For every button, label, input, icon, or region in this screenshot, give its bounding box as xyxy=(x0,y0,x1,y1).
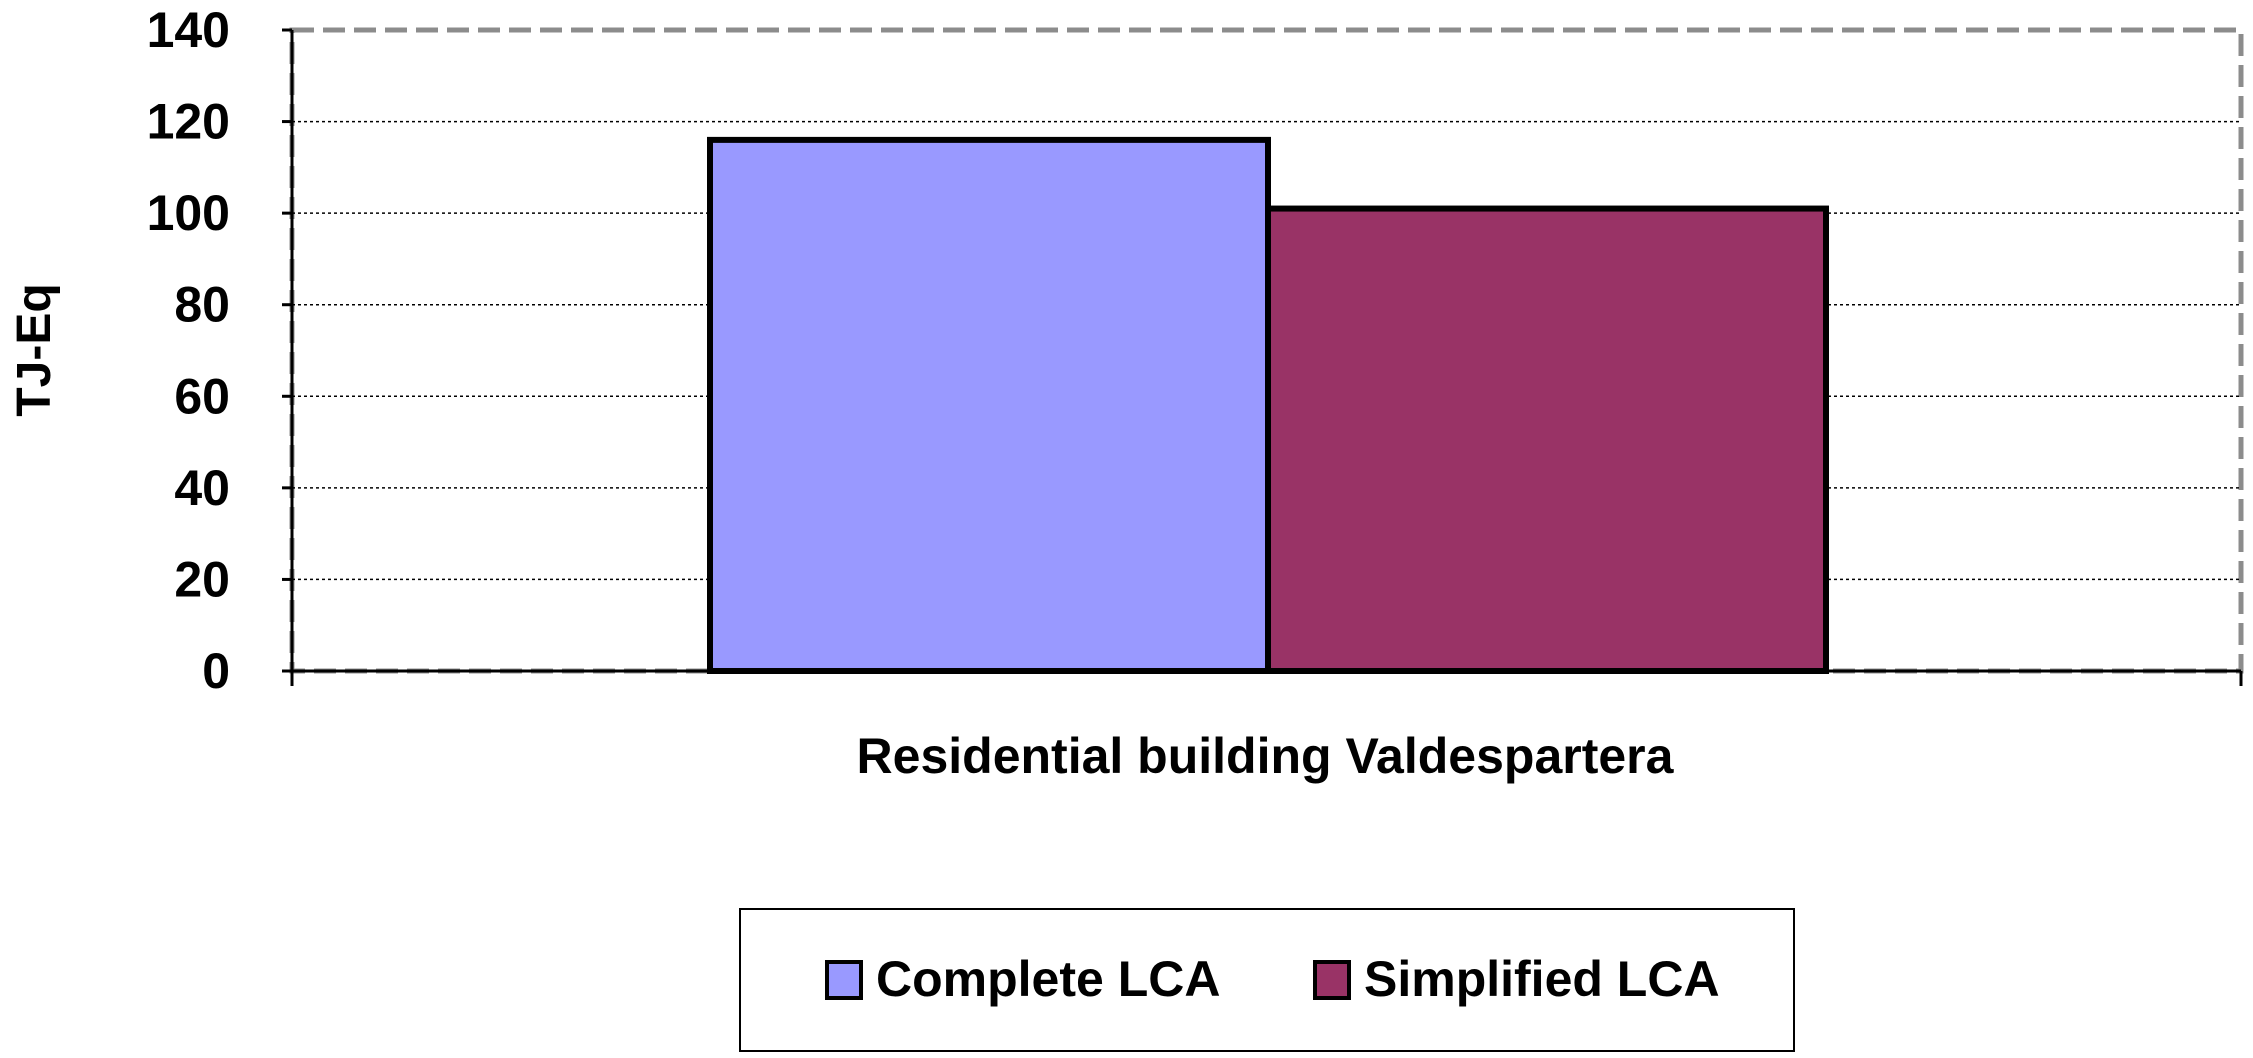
y-tick-label: 100 xyxy=(147,185,230,241)
bars xyxy=(707,136,1829,674)
bar-simplified-lca xyxy=(1265,205,1829,674)
y-axis-label: TJ-Eq xyxy=(8,283,61,416)
legend-label-complete-lca: Complete LCA xyxy=(876,951,1220,1007)
y-axis: 0 20 40 60 80 100 120 140 xyxy=(147,2,294,699)
legend: Complete LCA Simplified LCA xyxy=(739,908,1795,1052)
x-category-label: Residential building Valdespartera xyxy=(857,728,1675,784)
legend-swatch-simplified-lca xyxy=(1313,960,1351,1000)
legend-box xyxy=(739,908,1795,1052)
y-tick-label: 40 xyxy=(174,460,230,516)
y-tick-label: 140 xyxy=(147,2,230,58)
y-tick-label: 120 xyxy=(147,94,230,150)
x-axis xyxy=(290,669,2243,686)
bar-complete-lca xyxy=(707,136,1271,674)
y-tick-label: 20 xyxy=(174,551,230,607)
y-tick-label: 0 xyxy=(202,643,230,699)
legend-label-simplified-lca: Simplified LCA xyxy=(1364,951,1720,1007)
legend-swatch-complete-lca xyxy=(825,960,863,1000)
y-tick-label: 80 xyxy=(174,277,230,333)
y-tick-label: 60 xyxy=(174,368,230,424)
